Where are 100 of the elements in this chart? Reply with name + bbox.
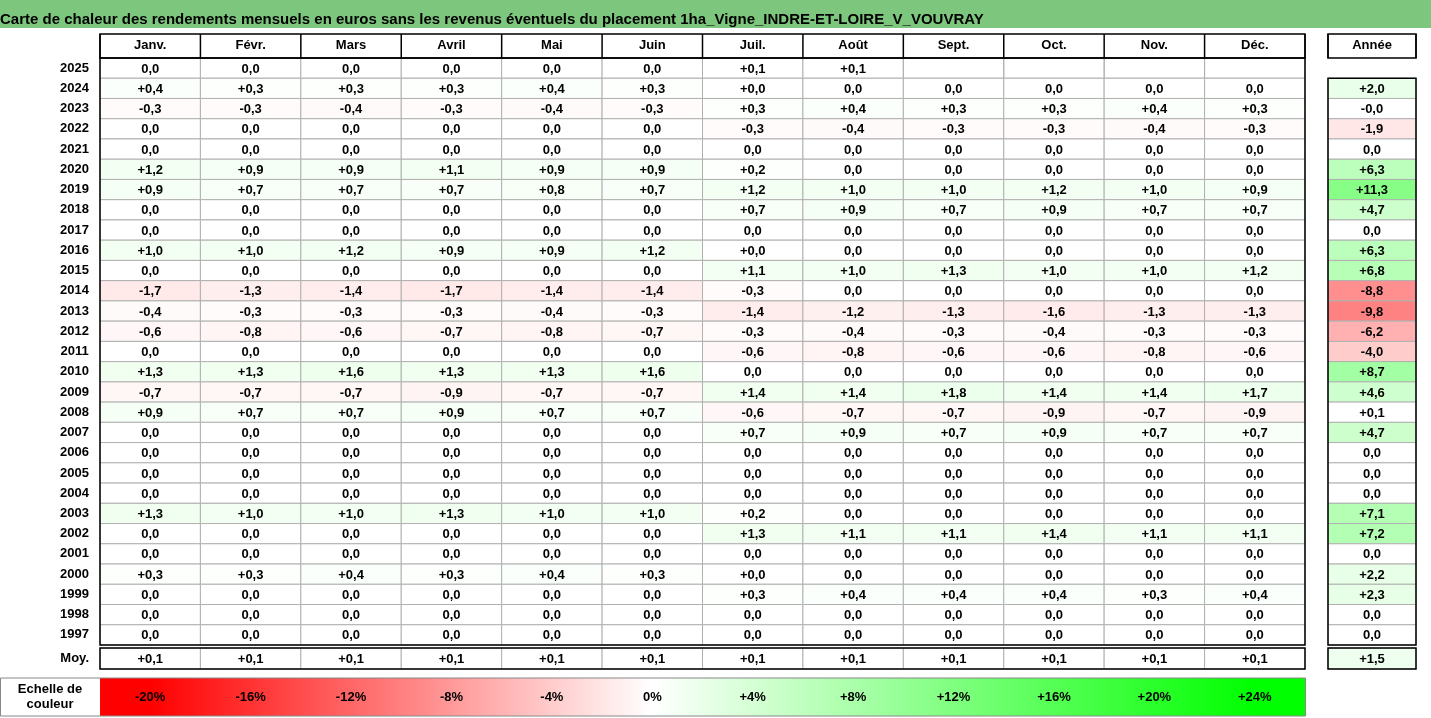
data-label: 0,0 [141,202,160,218]
data-label: +1,2 [739,182,766,198]
data-label: -0,4 [841,323,866,339]
data-label: 0,0 [1245,242,1264,258]
data-label: +0,3 [338,80,364,96]
y-tick-label: Moy. [60,650,89,666]
data-label: +0,9 [539,242,565,258]
data-label: -0,4 [540,303,564,319]
data-label: 0,0 [1044,627,1063,643]
data-label: 0,0 [1044,607,1063,623]
x-tick-label: Année [1352,36,1392,52]
data-label: -0,8 [239,323,262,339]
data-label: 0,0 [944,506,963,522]
data-label: 0,0 [743,141,762,157]
y-tick-label: 2025 [60,59,89,75]
data-label: -8,8 [1360,283,1384,299]
data-label: -0,3 [741,121,764,137]
data-label: +0,9 [137,404,164,420]
data-label: -0,7 [540,384,564,400]
data-label: +0,7 [639,404,666,420]
data-label: 0,0 [1145,364,1164,380]
data-label: +1,0 [940,182,967,198]
data-label: +0,7 [639,182,666,198]
data-label: +2,3 [1359,586,1385,602]
data-label: 0,0 [141,526,160,542]
data-label: 0,0 [542,263,561,279]
data-label: 0,0 [141,607,160,623]
data-label: +0,2 [739,506,766,522]
data-label: +0,8 [539,182,565,198]
data-label: +0,9 [639,161,666,177]
data-label: -0,0 [1360,101,1384,117]
data-label: 0,0 [442,263,461,279]
data-label: +0,1 [1141,651,1168,667]
data-label: -0,7 [942,404,965,420]
data-label: +0,3 [940,101,967,117]
data-label: -1,7 [440,283,463,299]
y-tick-label: 2004 [60,484,90,500]
data-label: +0,9 [137,182,164,198]
data-label: 0,0 [442,586,461,602]
data-label: +4,7 [1359,425,1385,441]
data-label: 0,0 [643,586,662,602]
data-label: 0,0 [241,141,260,157]
data-label: +1,0 [237,506,264,522]
color-bar-label: +4% [739,688,767,704]
data-label: +0,3 [438,80,465,96]
data-label: 0,0 [944,546,963,562]
data-label: +0,1 [739,651,766,667]
data-label: -0,3 [741,323,764,339]
data-label: +0,4 [539,80,566,96]
data-label: +1,0 [639,506,666,522]
x-tick-label: Janv. [134,36,167,52]
data-label: -0,3 [239,101,262,117]
data-label: +0,7 [1141,202,1168,218]
data-label: 0,0 [944,242,963,258]
data-label: +0,1 [639,651,666,667]
data-label: +0,1 [438,651,465,667]
data-label: +0,7 [739,202,766,218]
data-label: 0,0 [944,364,963,380]
data-label: +0,3 [639,566,666,582]
data-label: +0,9 [338,161,364,177]
data-label: +0,3 [1041,101,1067,117]
data-label: 0,0 [342,465,361,481]
data-label: +0,4 [940,586,968,602]
data-label: 0,0 [1245,222,1264,238]
data-label: 0,0 [241,263,260,279]
data-label: 0,0 [442,465,461,481]
data-label: +0,7 [940,202,967,218]
data-label: 0,0 [141,425,160,441]
data-label: 0,0 [141,485,160,501]
color-bar-title: Echelle de couleur [17,681,83,712]
data-label: 0,0 [241,344,260,360]
data-label: -0,7 [339,384,363,400]
data-label: 0,0 [1145,465,1164,481]
y-tick-label: 2016 [60,241,89,257]
data-label: -0,9 [1042,404,1066,420]
data-label: 0,0 [1362,607,1382,623]
data-label: 0,0 [542,465,561,481]
data-label: -0,7 [239,384,262,400]
color-bar-label: +16% [1037,688,1072,704]
y-tick-label: 2013 [60,302,89,318]
data-label: 0,0 [643,141,662,157]
data-label: +0,7 [1241,425,1268,441]
data-label: 0,0 [844,546,863,562]
data-label: 0,0 [442,344,461,360]
data-label: +1,2 [1241,263,1268,279]
data-label: 0,0 [743,546,762,562]
data-label: +1,3 [739,526,766,542]
data-label: +0,4 [1241,586,1269,602]
data-label: +0,9 [1041,202,1067,218]
data-label: +0,9 [1241,182,1268,198]
data-label: -1,9 [1360,121,1384,137]
data-label: +0,1 [1359,404,1385,420]
data-label: 0,0 [1362,141,1382,157]
data-label: +1,1 [438,161,465,177]
data-label: 0,0 [844,242,863,258]
data-label: 0,0 [342,586,361,602]
data-label: 0,0 [1245,445,1264,461]
data-label: 0,0 [1044,364,1063,380]
data-label: 0,0 [643,344,662,360]
data-label: 0,0 [342,485,361,501]
